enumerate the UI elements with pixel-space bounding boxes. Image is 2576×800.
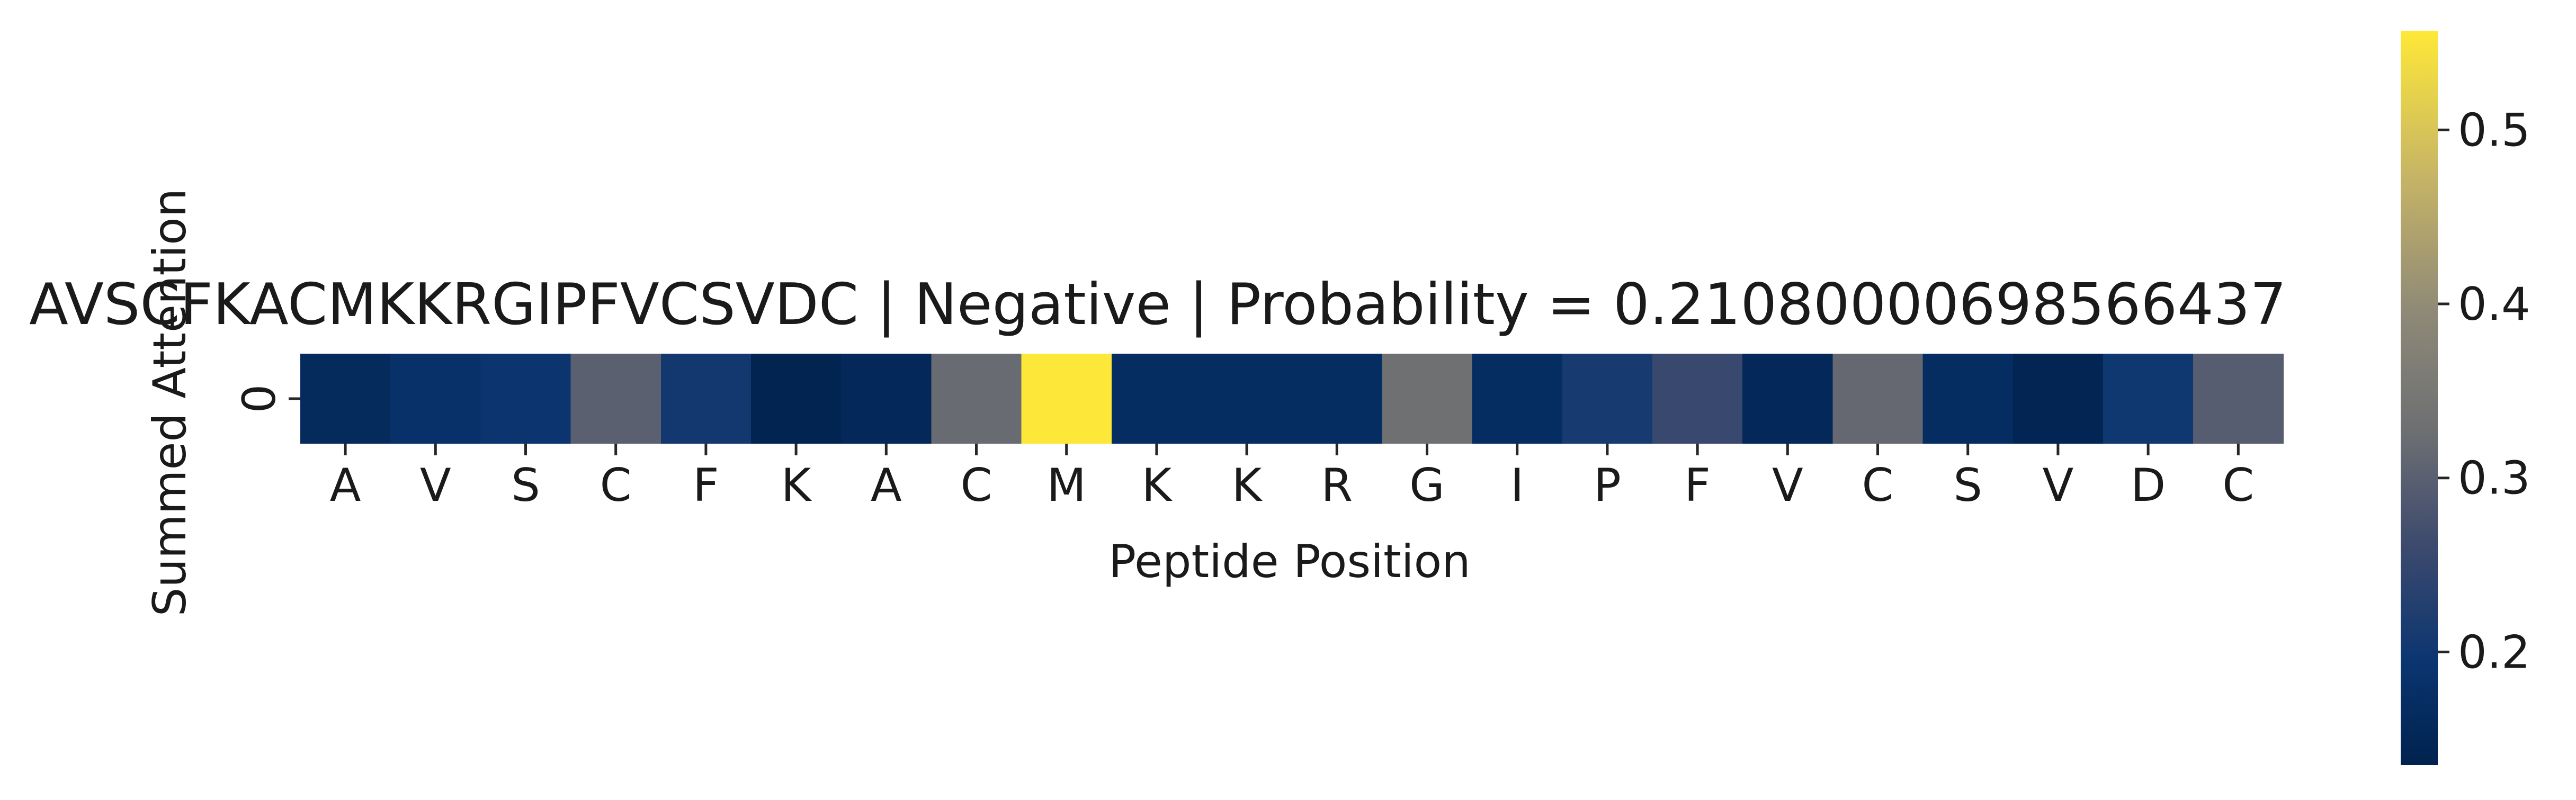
y-axis-ticks: 0 <box>233 384 300 414</box>
heatmap-cell <box>1832 354 1924 444</box>
y-tick-label: 0 <box>233 384 286 414</box>
x-tick-label: A <box>871 459 902 512</box>
x-tick-label: M <box>1047 459 1086 512</box>
heatmap-cell <box>570 354 661 444</box>
chart-title: AVSCFKACMKKRGIPFVCSVDC | Negative | Prob… <box>29 272 2286 338</box>
x-tick-label: C <box>1862 459 1893 512</box>
x-tick-label: K <box>1232 459 1263 512</box>
heatmap-cell <box>841 354 932 444</box>
x-tick-label: C <box>600 459 632 512</box>
x-tick-label: I <box>1510 459 1524 512</box>
x-tick-label: V <box>2042 459 2073 512</box>
x-tick-label: F <box>693 459 719 512</box>
heatmap-cell <box>1292 354 1382 444</box>
heatmap-cell <box>1922 354 2014 444</box>
heatmap-cell <box>1742 354 1833 444</box>
x-axis-label: Peptide Position <box>1108 535 1471 588</box>
x-tick-label: S <box>1953 459 1982 512</box>
colorbar-ticks: 0.2 0.3 0.4 0.5 <box>2438 104 2530 679</box>
x-tick-label: V <box>420 459 451 512</box>
heatmap-cell <box>480 354 571 444</box>
heatmap-cell <box>300 354 391 444</box>
heatmap-cell <box>1382 354 1473 444</box>
heatmap-cell <box>2193 354 2284 444</box>
heatmap-cell <box>751 354 842 444</box>
x-tick-label: F <box>1684 459 1710 512</box>
heatmap-cell <box>1652 354 1743 444</box>
x-tick-label: K <box>781 459 812 512</box>
x-tick-label: D <box>2131 459 2166 512</box>
x-tick-label: A <box>330 459 361 512</box>
x-tick-label: V <box>1772 459 1803 512</box>
x-tick-label: K <box>1142 459 1173 512</box>
heatmap-cell <box>660 354 752 444</box>
heatmap-cell <box>931 354 1022 444</box>
x-tick-label: R <box>1321 459 1353 512</box>
x-tick-label: C <box>960 459 992 512</box>
colorbar-tick-label: 0.5 <box>2458 104 2530 157</box>
colorbar <box>2401 31 2438 765</box>
x-tick-label: P <box>1594 459 1621 512</box>
colorbar-tick-label: 0.4 <box>2458 278 2530 331</box>
y-axis-label: Summed Attention <box>144 188 196 616</box>
heatmap-cell <box>2103 354 2194 444</box>
heatmap-cell <box>1202 354 1292 444</box>
heatmap-cell <box>1021 354 1112 444</box>
x-tick-label: G <box>1409 459 1445 512</box>
heatmap-cell <box>2012 354 2104 444</box>
x-tick-label: C <box>2222 459 2254 512</box>
colorbar-tick-label: 0.3 <box>2458 452 2530 505</box>
heatmap-cell <box>390 354 481 444</box>
x-tick-label: S <box>511 459 540 512</box>
heatmap-cell <box>1562 354 1653 444</box>
colorbar-tick-label: 0.2 <box>2458 626 2530 679</box>
heatmap-cell <box>1111 354 1202 444</box>
heatmap-cells <box>300 354 2284 444</box>
heatmap-cell <box>1472 354 1563 444</box>
